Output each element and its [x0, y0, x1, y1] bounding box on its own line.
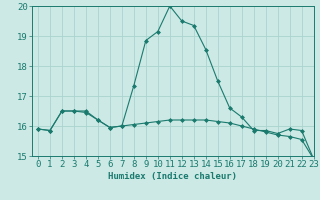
X-axis label: Humidex (Indice chaleur): Humidex (Indice chaleur)	[108, 172, 237, 181]
